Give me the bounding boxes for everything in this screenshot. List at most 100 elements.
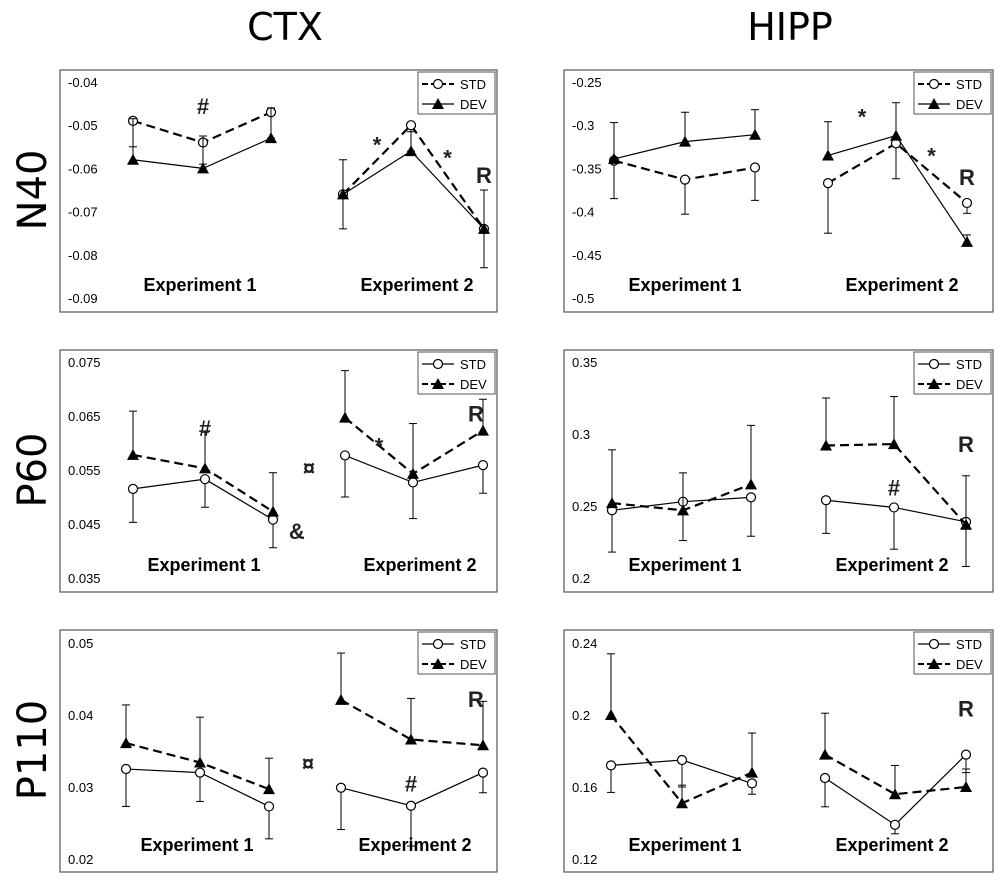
data-point-std — [745, 492, 757, 503]
y-tick-label: 0.055 — [68, 463, 101, 478]
y-tick-label: -0.06 — [68, 161, 98, 176]
data-point-std — [335, 782, 347, 793]
y-tick-label: -0.45 — [572, 248, 602, 263]
legend-marker-std — [432, 78, 444, 90]
annotation-mark: * — [443, 146, 452, 171]
annotation-mark: R — [468, 401, 484, 426]
data-point-std — [405, 120, 417, 131]
y-tick-label: 0.35 — [572, 355, 597, 370]
annotation-mark: R — [468, 687, 484, 712]
experiment-label-1: Experiment 1 — [628, 555, 741, 575]
data-point-dev — [888, 438, 900, 450]
annotation-mark: # — [197, 94, 209, 119]
y-tick-label: -0.07 — [68, 205, 98, 220]
data-point-dev — [749, 128, 761, 140]
legend-label-dev: DEV — [956, 97, 983, 112]
y-tick-label: -0.3 — [572, 118, 594, 133]
data-point-std — [960, 749, 972, 760]
y-tick-label: 0.2 — [572, 708, 590, 723]
data-point-dev — [679, 135, 691, 147]
annotation-mark: # — [888, 475, 900, 500]
data-point-dev — [960, 518, 972, 530]
data-point-dev — [822, 149, 834, 161]
legend-label-std: STD — [460, 637, 486, 652]
legend: STD DEV — [417, 351, 496, 395]
data-point-std — [820, 495, 832, 506]
data-point-std — [961, 197, 973, 209]
series-line-dev — [344, 416, 484, 476]
legend-marker-std — [928, 638, 940, 650]
experiment-label-1: Experiment 1 — [628, 275, 741, 295]
experiment-label-1: Experiment 1 — [147, 555, 260, 575]
series-line-dev — [824, 753, 967, 796]
annotation-mark: R — [958, 432, 974, 457]
annotation-mark: * — [858, 105, 867, 130]
legend-box — [913, 71, 992, 115]
annotation-mark: ¤ — [302, 751, 314, 776]
annotation-mark: * — [375, 434, 384, 459]
data-point-dev — [820, 439, 832, 451]
y-tick-label: 0.075 — [68, 355, 101, 370]
y-tick-label: 0.045 — [68, 517, 101, 532]
legend-label-std: STD — [956, 357, 982, 372]
annotation-mark: R — [959, 165, 975, 190]
y-tick-label: -0.5 — [572, 291, 594, 306]
panel-hipp-n40: -0.25 -0.3 -0.35 -0.4 -0.45 -0.5 Experiment 1 E… — [563, 69, 994, 313]
y-tick-label: 0.065 — [68, 409, 101, 424]
data-point-std — [199, 474, 211, 485]
panel-frame — [563, 349, 994, 593]
data-point-std — [120, 763, 132, 775]
data-point-dev — [335, 693, 347, 705]
data-point-dev — [263, 783, 275, 795]
y-tick-label: 0.035 — [68, 571, 101, 586]
legend-label-std: STD — [460, 357, 486, 372]
legend-marker-dev — [928, 378, 940, 389]
y-tick-label: 0.2 — [572, 571, 590, 586]
legend: STD DEV — [913, 631, 992, 675]
data-point-std — [819, 772, 831, 784]
data-point-dev — [477, 739, 489, 751]
data-point-std — [888, 502, 900, 513]
annotation-mark: & — [289, 519, 305, 544]
data-point-dev — [605, 709, 617, 720]
column-title-ctx: CTX — [247, 5, 323, 49]
data-point-dev — [127, 153, 139, 165]
annotation-mark: # — [199, 416, 211, 441]
experiment-label-2: Experiment 2 — [363, 555, 476, 575]
y-tick-label: 0.02 — [68, 852, 93, 867]
y-tick-label: 0.25 — [572, 499, 597, 514]
annotation-mark: * — [927, 143, 936, 168]
y-tick-label: -0.25 — [572, 75, 602, 90]
annotation-mark: * — [373, 133, 382, 158]
data-point-dev — [199, 462, 211, 474]
data-point-dev — [890, 129, 902, 141]
row-title-p110: P110 — [10, 700, 56, 800]
legend: STD DEV — [417, 631, 496, 675]
y-tick-label: 0.16 — [572, 780, 597, 795]
data-point-dev — [337, 188, 349, 200]
legend-box — [417, 351, 496, 395]
data-point-dev — [194, 756, 206, 768]
data-point-dev — [120, 737, 132, 749]
panel-ctx-n40: -0.04 -0.05 -0.06 -0.07 -0.08 -0.09 Experiment… — [59, 69, 498, 313]
legend-label-std: STD — [956, 637, 982, 652]
data-point-dev — [477, 424, 489, 436]
data-point-std — [889, 819, 901, 830]
annotation-mark: # — [405, 771, 417, 796]
data-point-dev — [197, 162, 209, 174]
data-point-dev — [608, 152, 620, 164]
series-line-dev — [825, 442, 967, 526]
y-tick-label: -0.05 — [68, 118, 98, 133]
legend: STD DEV — [417, 71, 496, 115]
data-point-dev — [889, 788, 901, 800]
legend-label-dev: DEV — [956, 657, 983, 672]
data-point-dev — [265, 132, 277, 144]
experiment-label-2: Experiment 2 — [358, 835, 471, 855]
series-line-dev — [342, 150, 485, 230]
experiment-label-1: Experiment 1 — [143, 275, 256, 295]
data-point-dev — [478, 222, 490, 234]
data-point-dev — [339, 411, 351, 423]
data-point-dev — [405, 733, 417, 745]
annotation-mark: R — [476, 163, 492, 188]
series-line-dev — [827, 134, 968, 243]
